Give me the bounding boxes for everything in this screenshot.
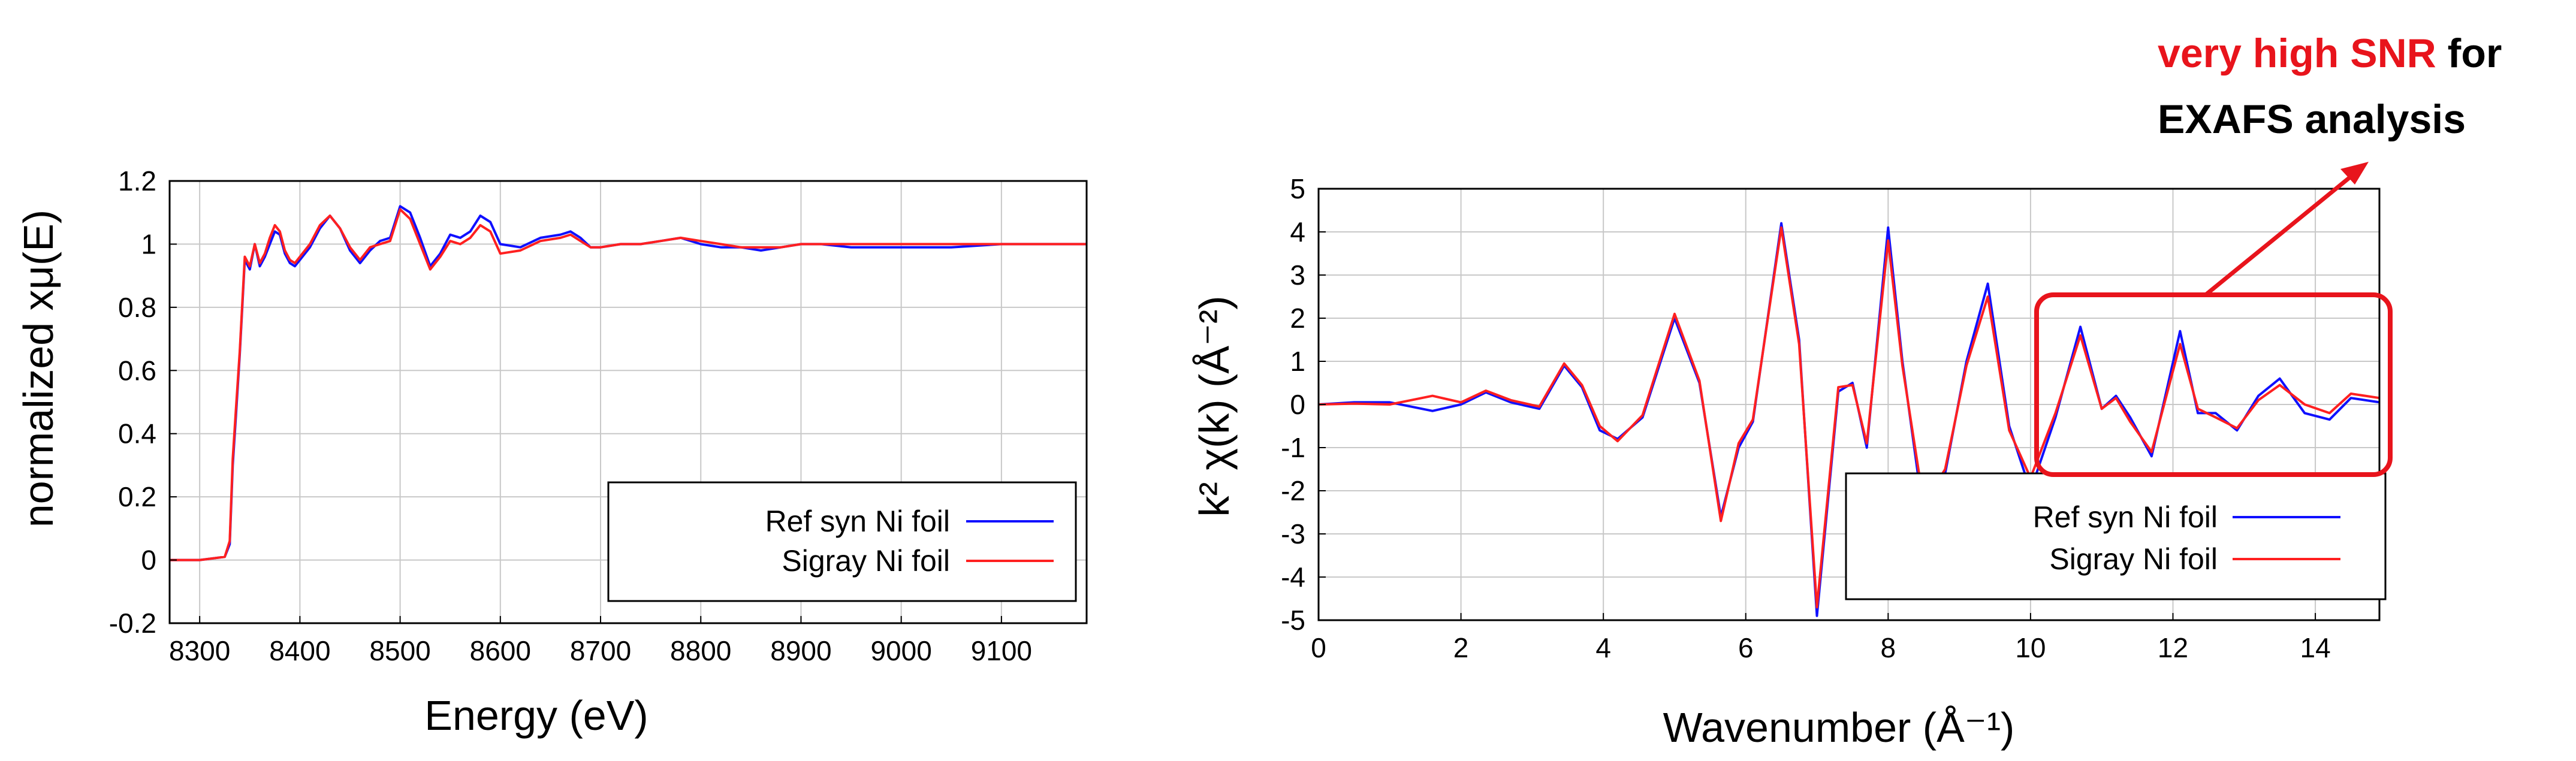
exafs-y-tick-label: -2 bbox=[1281, 475, 1305, 506]
exafs-plot-frame bbox=[1317, 188, 2381, 621]
xanes-legend-box bbox=[607, 481, 1077, 602]
xanes-x-tick-label: 9100 bbox=[971, 635, 1032, 666]
exafs-y-tick-label: 1 bbox=[1290, 346, 1305, 377]
xanes-x-tick-label: 8700 bbox=[570, 635, 631, 666]
annotation-text-line1: very high SNR for bbox=[2158, 31, 2502, 76]
exafs-y-tick-label: -4 bbox=[1281, 561, 1305, 593]
exafs-legend: Ref syn Ni foil Sigray Ni foil bbox=[1845, 472, 2387, 600]
snr-highlight-box bbox=[2034, 292, 2393, 477]
xanes-legend-label-sigray: Sigray Ni foil bbox=[782, 544, 950, 578]
xanes-x-tick-label: 9000 bbox=[870, 635, 931, 666]
xanes-plot-frame bbox=[168, 180, 1088, 624]
exafs-y-tick-label: 3 bbox=[1290, 259, 1305, 291]
xanes-chart: 8300 8400 8500 8600 8700 8800 8900 9000 9100 -0.… bbox=[15, 165, 1088, 739]
exafs-y-tick-label: -5 bbox=[1281, 605, 1305, 636]
annotation-highlight: very high SNR bbox=[2158, 31, 2436, 76]
exafs-y-tick-label: 4 bbox=[1290, 216, 1305, 247]
xanes-y-tick-label: 0.4 bbox=[118, 418, 156, 449]
xanes-y-tick-label: 0.6 bbox=[118, 355, 156, 386]
xanes-y-tick-label: -0.2 bbox=[109, 608, 156, 639]
exafs-series-lines bbox=[1318, 222, 2380, 617]
exafs-y-tick-label: -1 bbox=[1281, 432, 1305, 463]
exafs-y-tick-label: -3 bbox=[1281, 518, 1305, 549]
xanes-y-tick-label: 0.2 bbox=[118, 481, 156, 512]
exafs-x-tick-label: 8 bbox=[1881, 632, 1896, 663]
exafs-legend-box bbox=[1845, 472, 2387, 600]
exafs-y-tick-label: 0 bbox=[1290, 389, 1305, 420]
xanes-y-tick-label: 1 bbox=[141, 228, 156, 259]
exafs-series-sigray-line bbox=[1318, 226, 2380, 609]
xanes-y-ticks: -0.2 0 0.2 0.4 0.6 0.8 1 1.2 bbox=[109, 165, 177, 639]
exafs-x-ticks: 0 2 4 6 8 10 12 14 bbox=[1311, 613, 2331, 663]
xanes-legend: Ref syn Ni foil Sigray Ni foil bbox=[607, 481, 1077, 602]
annotation-arrowhead bbox=[2340, 162, 2369, 185]
exafs-x-tick-label: 14 bbox=[2300, 632, 2331, 663]
xanes-y-axis-label: normalized xμ(E) bbox=[15, 210, 62, 527]
exafs-legend-label-sigray: Sigray Ni foil bbox=[2049, 542, 2218, 576]
exafs-x-tick-label: 6 bbox=[1738, 632, 1754, 663]
exafs-x-tick-label: 4 bbox=[1595, 632, 1611, 663]
xanes-series-sigray-line bbox=[170, 208, 1087, 561]
exafs-x-axis-label: Wavenumber (Å⁻¹) bbox=[1663, 704, 2015, 751]
exafs-legend-label-ref: Ref syn Ni foil bbox=[2033, 500, 2218, 534]
xanes-y-tick-label: 0 bbox=[141, 545, 156, 576]
exafs-x-tick-label: 0 bbox=[1311, 632, 1326, 663]
exafs-y-ticks: -5 -4 -3 -2 -1 0 1 2 3 4 5 bbox=[1281, 173, 1326, 636]
exafs-y-tick-label: 5 bbox=[1290, 173, 1305, 204]
exafs-series-ref-line bbox=[1318, 222, 2380, 617]
exafs-x-tick-label: 10 bbox=[2015, 632, 2046, 663]
exafs-y-tick-label: 2 bbox=[1290, 303, 1305, 334]
xanes-x-axis-label: Energy (eV) bbox=[424, 692, 648, 739]
exafs-x-tick-label: 2 bbox=[1453, 632, 1469, 663]
xanes-x-tick-label: 8400 bbox=[269, 635, 330, 666]
annotation-arrow bbox=[2204, 172, 2356, 297]
xanes-x-ticks: 8300 8400 8500 8600 8700 8800 8900 9000 9100 bbox=[169, 616, 1032, 666]
xanes-y-tick-label: 0.8 bbox=[118, 292, 156, 323]
xanes-x-tick-label: 8900 bbox=[770, 635, 831, 666]
xanes-x-tick-label: 8500 bbox=[369, 635, 430, 666]
xanes-legend-label-ref: Ref syn Ni foil bbox=[765, 505, 950, 538]
xanes-x-tick-label: 8600 bbox=[470, 635, 531, 666]
annotation-rest: for bbox=[2436, 31, 2502, 76]
xanes-x-tick-label: 8300 bbox=[169, 635, 230, 666]
annotation-text-line2: EXAFS analysis bbox=[2158, 96, 2466, 142]
xanes-x-tick-label: 8800 bbox=[670, 635, 731, 666]
exafs-y-axis-label: k² χ(k) (Å⁻²) bbox=[1191, 295, 1238, 517]
exafs-x-tick-label: 12 bbox=[2158, 632, 2188, 663]
xanes-y-tick-label: 1.2 bbox=[118, 165, 156, 197]
xanes-series-lines bbox=[170, 205, 1087, 561]
